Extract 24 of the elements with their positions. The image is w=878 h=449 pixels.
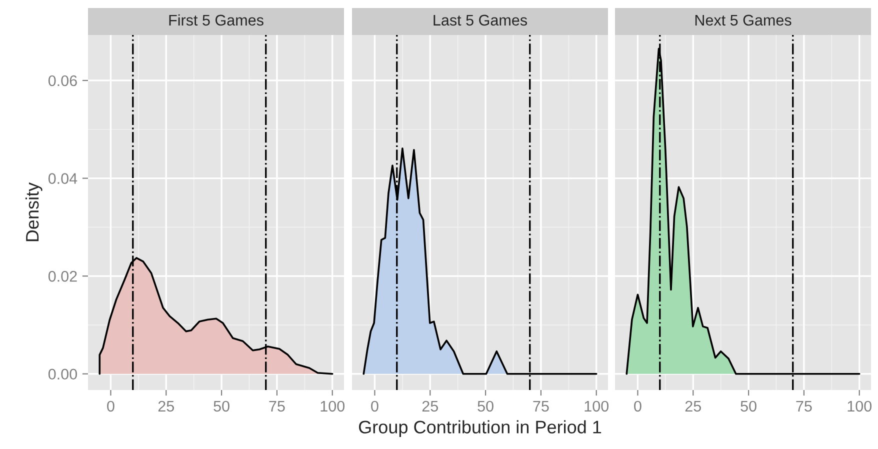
x-tick-label: 50 [214, 400, 230, 412]
x-tick-label: 75 [533, 400, 549, 412]
x-tick-label: 25 [422, 400, 438, 412]
x-tick-label: 100 [320, 400, 345, 412]
x-tick-label: 100 [584, 400, 609, 412]
x-tick-label: 50 [478, 400, 494, 412]
x-axis-title: Group Contribution in Period 1 [358, 420, 602, 438]
x-tick-label: 0 [371, 400, 378, 412]
x-tick-label: 100 [848, 400, 872, 412]
x-tick-label: 25 [685, 400, 701, 412]
x-tick-label: 75 [269, 400, 285, 412]
x-tick-label: 50 [740, 400, 756, 412]
chart-title: Last 5 Games [434, 14, 528, 26]
x-tick-label: 0 [107, 400, 114, 412]
x-tick-label: 75 [796, 400, 812, 412]
y-tick-label: 0.00 [48, 368, 77, 380]
y-tick-label: 0.02 [48, 270, 77, 282]
y-tick-label: 0.06 [48, 75, 77, 86]
x-tick-label: 25 [158, 400, 174, 412]
chart-title: First 5 Games [169, 14, 264, 26]
y-axis-title: Density [25, 182, 42, 242]
y-tick-label: 0.04 [48, 173, 78, 184]
chart-title: Next 5 Games [695, 14, 792, 26]
x-tick-label: 0 [634, 400, 642, 412]
